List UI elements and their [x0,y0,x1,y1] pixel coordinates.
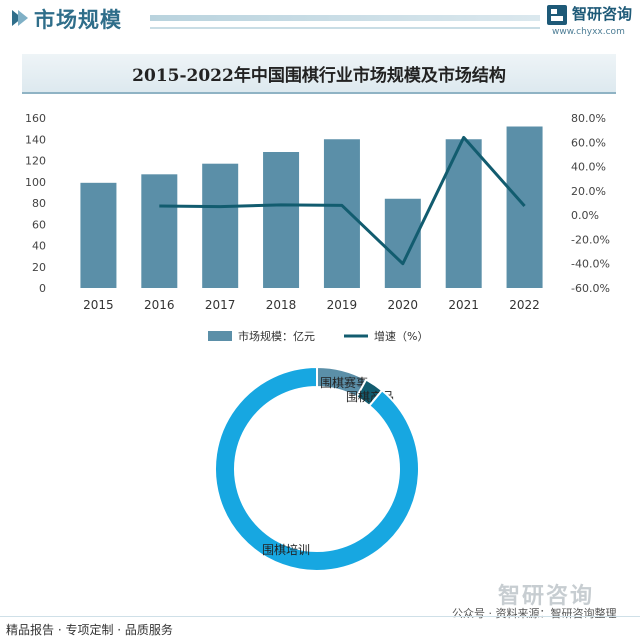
x-tick-label: 2016 [144,298,175,312]
legend-bar-swatch [208,331,232,341]
header-marker-icon [12,10,28,26]
x-tick-label: 2021 [448,298,479,312]
brand-name: 智研咨询 [572,5,633,23]
brand-logo-icon [547,5,567,25]
donut-slice-label: 围棋赛事 [320,375,368,390]
donut-slice-label: 围棋培训 [262,542,310,557]
header: 市场规模 智研咨询 www.chyxx.com [0,0,640,37]
header-decoration-line [150,27,540,29]
y-left-tick-label: 160 [25,112,46,125]
x-tick-label: 2019 [327,298,358,312]
y-left-tick-label: 80 [32,197,46,210]
footer: 精品报告 · 专项定制 · 品质服务 [0,616,640,641]
watermark-logo-text: 智研咨询 [498,584,595,609]
y-left-tick-label: 100 [25,176,46,189]
x-tick-label: 2017 [205,298,236,312]
x-tick-label: 2020 [388,298,419,312]
y-right-tick-label: 60.0% [571,136,606,149]
brand-url: www.chyxx.com [552,27,625,37]
y-right-tick-label: -40.0% [571,258,610,271]
x-tick-label: 2015 [83,298,114,312]
bar-market-size [80,182,117,288]
donut-slice [214,365,420,572]
header-title: 市场规模 [34,8,122,32]
bar-market-size [506,126,543,288]
y-right-tick-label: -60.0% [571,282,610,295]
y-right-tick-label: 80.0% [571,112,606,125]
bar-market-size [141,174,178,288]
x-tick-label: 2018 [266,298,297,312]
x-tick-label: 2022 [509,298,540,312]
market-size-chart: 0 20 40 60 80 100 120 140 160 -60.0% -40.0% -20.0% 0… [25,112,610,343]
y-left-tick-label: 140 [25,133,46,146]
bar-market-size [323,139,360,288]
legend-line-label: 增速（%） [374,329,428,343]
y-left-tick-label: 20 [32,261,46,274]
footer-slogan: 精品报告 · 专项定制 · 品质服务 [6,623,173,637]
bar-market-size [384,198,421,288]
bar-market-size [202,163,239,288]
y-right-tick-label: 0.0% [571,209,599,222]
y-right-tick-label: 20.0% [571,185,606,198]
bar-market-size [263,152,300,288]
y-left-tick-label: 0 [39,282,46,295]
y-left-tick-label: 60 [32,218,46,231]
y-left-tick-label: 120 [25,155,46,168]
chart-title-box: 2015-2022年中国围棋行业市场规模及市场结构 [22,54,616,94]
y-right-tick-label: 40.0% [571,161,606,174]
header-decoration-bar [150,15,540,21]
chart-title: 2015-2022年中国围棋行业市场规模及市场结构 [132,66,506,86]
growth-rate-line [159,135,526,266]
y-left-tick-label: 40 [32,240,46,253]
y-right-tick-label: -20.0% [571,233,610,246]
legend-bar-label: 市场规模：亿元 [238,329,315,343]
